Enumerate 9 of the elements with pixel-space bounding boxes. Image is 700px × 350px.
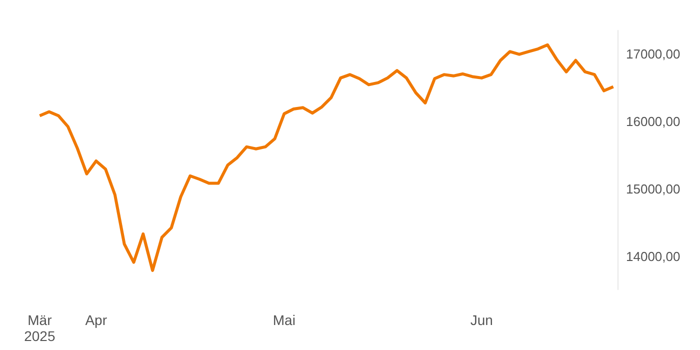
- x-tick-label: Apr: [85, 312, 108, 328]
- y-tick-label: 14000,00: [626, 248, 680, 264]
- x-tick-label: Jun: [470, 312, 493, 328]
- y-tick-label: 16000,00: [626, 114, 680, 129]
- y-tick-label: 17000,00: [626, 46, 680, 62]
- line-series: [38, 43, 615, 272]
- x-tick-label: Mär 2025: [24, 312, 56, 344]
- y-tick-label: 15000,00: [626, 181, 680, 196]
- x-tick-label: Mai: [272, 312, 296, 328]
